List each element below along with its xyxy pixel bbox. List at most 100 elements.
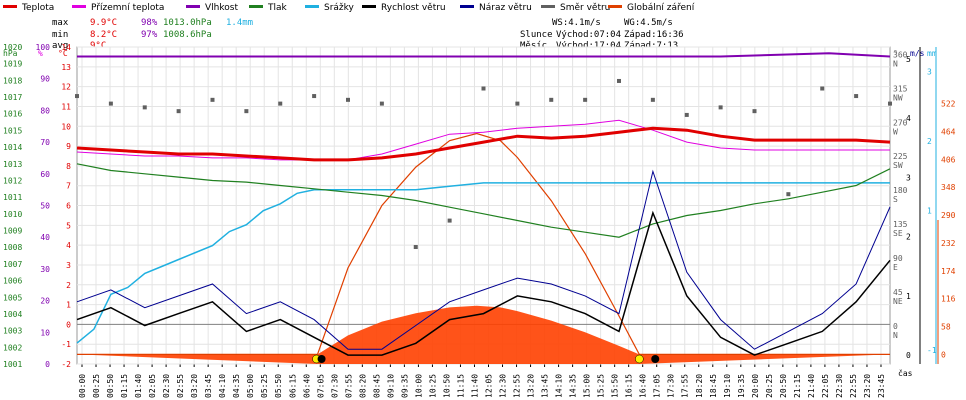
x-tick-label: 04:10 [218, 374, 227, 398]
x-tick-label: 23:45 [877, 374, 886, 398]
x-tick-label: 12:05 [485, 374, 494, 398]
x-tick-label: 12:55 [513, 374, 522, 398]
direction-tick-compass: E [893, 263, 898, 272]
direction-tick: 135 [893, 220, 908, 229]
percent-tick: 30 [40, 265, 50, 274]
hpa-tick: 1019 [3, 60, 22, 69]
x-tick-label: 22:05 [821, 374, 830, 398]
x-tick-label: 14:35 [569, 374, 578, 398]
direction-tick-compass: NE [893, 297, 903, 306]
direction-tick-compass: SW [893, 161, 903, 170]
hpa-tick: 1012 [3, 176, 22, 185]
x-tick-label: 08:20 [358, 374, 367, 398]
legend-swatch [249, 5, 263, 8]
radiation-area [77, 305, 890, 364]
legend-label: Přízemní teplota [91, 3, 164, 13]
humidity-line [77, 52, 891, 58]
x-tick-label: 09:35 [400, 374, 409, 398]
wind-direction-point [108, 101, 113, 106]
celsius-tick: 8 [66, 162, 71, 171]
wind-direction-point [244, 109, 249, 114]
x-tick-label: 05:25 [260, 374, 269, 398]
x-tick-label: 03:20 [190, 374, 199, 398]
legend-swatch [186, 5, 200, 8]
x-tick-label: 22:30 [835, 374, 844, 398]
stats-temp: 8.2°C [90, 30, 117, 40]
x-tick-label: 11:15 [456, 374, 465, 398]
x-tick-label: 10:00 [414, 374, 423, 398]
x-tick-label: 15:50 [611, 374, 620, 398]
celsius-tick: 13 [61, 63, 71, 72]
direction-axis-label: ° [893, 49, 898, 58]
hpa-tick: 1011 [3, 193, 22, 202]
x-tick-label: 21:15 [793, 374, 802, 398]
x-tick-label: 10:25 [428, 374, 437, 398]
radiation-line [77, 132, 890, 355]
astro-moon-rise: Východ:17:04 [556, 41, 621, 51]
wind-tick: 1 [906, 292, 911, 301]
wind-direction-point [515, 101, 520, 106]
legend-label: Srážky [324, 3, 355, 13]
hpa-tick: 1013 [3, 160, 22, 169]
x-tick-label: 20:25 [765, 374, 774, 398]
x-tick-label: 09:10 [386, 374, 395, 398]
hpa-tick: 1005 [3, 293, 22, 302]
legend-swatch [541, 5, 555, 8]
direction-tick-compass: S [893, 195, 898, 204]
percent-tick: 10 [40, 328, 50, 337]
wind-speed-line [76, 210, 891, 356]
hpa-tick: 1014 [3, 143, 22, 152]
x-tick-label: 17:30 [667, 374, 676, 398]
x-tick-label: 14:10 [555, 374, 564, 398]
wind-direction-point [583, 97, 588, 102]
rain-tick: 3 [927, 67, 932, 76]
stats-label: min [52, 30, 68, 40]
x-tick-label: 16:15 [625, 374, 634, 398]
direction-tick: 180 [893, 186, 908, 195]
celsius-tick: 1 [66, 301, 71, 310]
wind-direction-point [549, 97, 554, 102]
x-tick-label: 17:55 [681, 374, 690, 398]
rain-tick: -1 [927, 346, 937, 355]
x-tick-label: 12:30 [499, 374, 508, 398]
rain-tick: 2 [927, 137, 932, 146]
x-axis-unit-label: čas [898, 368, 913, 378]
hpa-tick: 1020 [3, 43, 22, 52]
x-tick-label: 22:55 [849, 374, 858, 398]
x-tick-label: 07:30 [330, 374, 339, 398]
wind-direction-point [346, 97, 350, 102]
wind-direction-point [75, 94, 79, 99]
wind-direction-point [176, 109, 181, 114]
wind-direction-point [650, 97, 655, 102]
x-tick-label: 17:05 [653, 374, 662, 398]
celsius-tick: 3 [66, 261, 71, 270]
legend-label: Teplota [21, 3, 54, 13]
wind-direction-point [854, 94, 859, 99]
direction-tick-compass: NW [893, 93, 903, 102]
hpa-tick: 1008 [3, 243, 22, 252]
celsius-tick: 12 [61, 83, 71, 92]
wind-direction-point [379, 101, 384, 106]
hpa-tick: 1015 [3, 126, 22, 135]
wind-direction-point [820, 86, 825, 91]
percent-tick: 50 [40, 202, 50, 211]
wind-direction-point [210, 97, 215, 102]
percent-tick: 0 [45, 360, 50, 369]
direction-tick-compass: N [893, 59, 898, 68]
astro-sun-set: Západ:16:36 [624, 30, 684, 40]
legend-swatch [3, 5, 17, 8]
percent-tick: 90 [40, 75, 50, 84]
hpa-tick: 1004 [3, 310, 22, 319]
wind-direction-point [684, 112, 689, 117]
percent-axis-label: % [38, 49, 43, 58]
x-tick-label: 18:45 [709, 374, 718, 398]
wind-direction-point [413, 245, 418, 250]
wind-gust-line [76, 169, 891, 350]
wind-direction-point [617, 78, 621, 83]
x-tick-label: 00:50 [106, 374, 115, 398]
celsius-tick: -1 [61, 340, 71, 349]
hpa-tick: 1009 [3, 227, 22, 236]
stats-humidity: 98% [141, 18, 158, 28]
x-tick-label: 03:45 [204, 374, 213, 398]
